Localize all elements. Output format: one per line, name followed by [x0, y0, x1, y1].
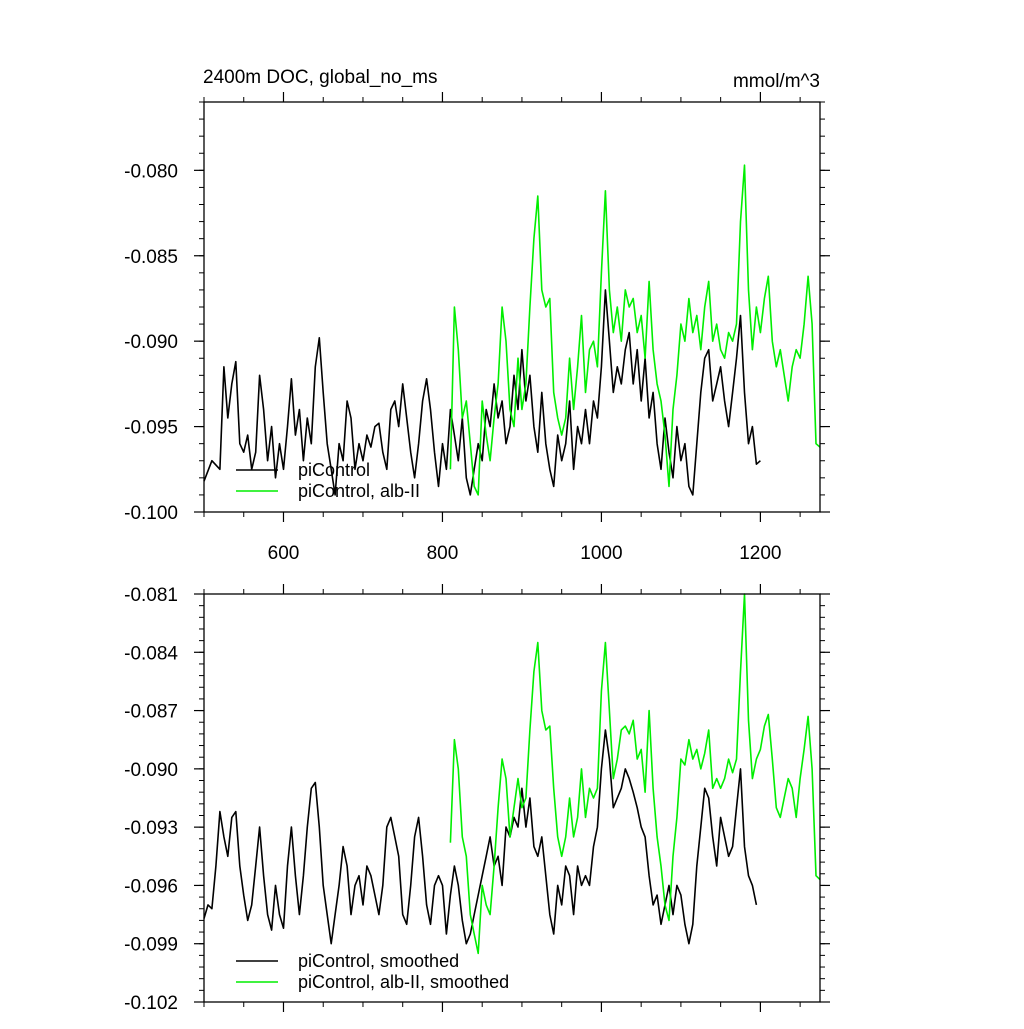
- y-tick-label: -0.081: [124, 585, 178, 606]
- plot-frame: [203, 101, 821, 513]
- legend-label: piControl, alb-II, smoothed: [298, 972, 509, 992]
- y-tick-label: -0.095: [124, 418, 178, 439]
- y-tick-label: -0.085: [124, 247, 178, 268]
- y-tick-label: -0.099: [124, 935, 178, 956]
- x-tick-label: 1200: [739, 543, 781, 564]
- legend-label: piControl, smoothed: [298, 951, 459, 971]
- series-line-picontrol: [203, 289, 761, 496]
- series-line-picontrol-alb-ii: [449, 164, 821, 496]
- legend-label: piControl: [298, 460, 370, 480]
- y-tick-label: -0.090: [124, 332, 178, 353]
- plot-frame: [203, 593, 821, 1003]
- x-tick-label: 600: [268, 543, 300, 564]
- x-tick-label: 800: [427, 543, 459, 564]
- y-tick-label: -0.087: [124, 702, 178, 723]
- bottom-panel: -0.102 -0.099 -0.096 -0.093 -0.090 -0.087 -0.0…: [124, 584, 830, 1014]
- units-label: mmol/m^3: [733, 71, 820, 92]
- y-tick-label: -0.090: [124, 760, 178, 781]
- series-line-picontrol: [203, 729, 758, 945]
- x-tick-label: 1000: [580, 543, 622, 564]
- y-tick-label: -0.080: [124, 161, 178, 182]
- chart-title: 2400m DOC, global_no_ms: [203, 67, 437, 88]
- y-tick-label: -0.102: [124, 993, 178, 1014]
- y-tick-label: -0.100: [124, 503, 178, 524]
- y-tick-label: -0.096: [124, 876, 178, 897]
- y-tick-label: -0.084: [124, 643, 178, 664]
- legend-label: piControl, alb-II: [298, 481, 420, 501]
- series-line-picontrol-alb-ii: [449, 593, 821, 955]
- y-tick-label: -0.093: [124, 818, 178, 839]
- top-panel: 2400m DOC, global_no_ms mmol/m^3 600 800 1…: [124, 67, 830, 564]
